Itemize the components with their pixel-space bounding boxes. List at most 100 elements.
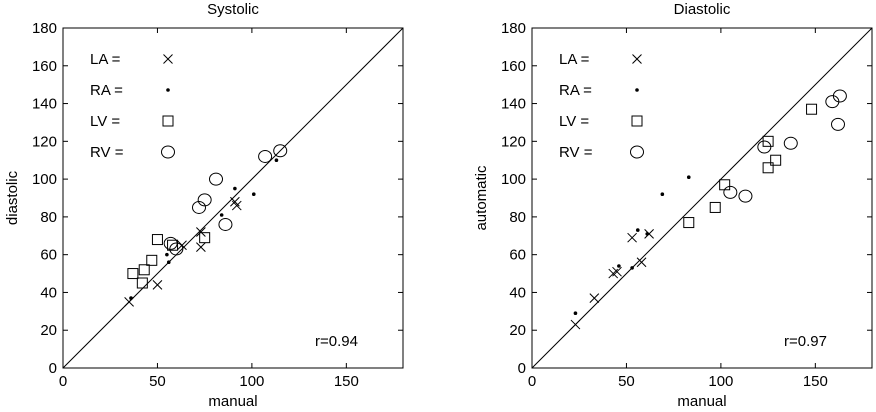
- data-point: [258, 149, 273, 163]
- legend-marker-dot: [166, 88, 170, 92]
- data-point: [644, 229, 654, 239]
- series-circle: [723, 89, 847, 203]
- y-tick-label: 40: [509, 284, 526, 301]
- data-point: [627, 232, 637, 243]
- data-point: [197, 193, 212, 207]
- data-point: [636, 257, 647, 268]
- chart-title: Diastolic: [674, 1, 731, 18]
- correlation-annotation: r=0.97: [784, 333, 827, 350]
- legend: LA = RA = LV = RV =: [559, 51, 644, 161]
- data-point: [233, 186, 237, 191]
- x-axis-label: manual: [677, 393, 726, 410]
- data-point: [136, 277, 148, 289]
- y-tick-label: 100: [32, 171, 57, 188]
- y-tick-label: 160: [32, 58, 57, 75]
- data-point: [127, 268, 139, 280]
- x-tick-label: 150: [334, 373, 359, 390]
- data-point: [218, 217, 233, 231]
- data-point: [612, 266, 622, 277]
- y-axis-label: automatic: [473, 165, 490, 231]
- legend-label: RV =: [559, 144, 593, 161]
- y-tick-label: 20: [509, 322, 526, 339]
- data-point: [251, 192, 256, 197]
- data-point: [129, 296, 133, 300]
- data-point: [165, 252, 169, 257]
- legend-label: LA =: [559, 51, 590, 68]
- legend-marker-dot: [635, 88, 639, 92]
- data-point: [231, 200, 242, 211]
- data-point: [589, 293, 600, 303]
- legend-marker-circle: [630, 145, 644, 159]
- series-x: [570, 229, 654, 330]
- legend-label: LA =: [90, 51, 121, 68]
- series-dot: [573, 175, 691, 316]
- data-point: [723, 185, 738, 199]
- data-point: [274, 158, 279, 163]
- data-point: [831, 117, 845, 131]
- data-point: [219, 213, 224, 217]
- y-tick-label: 80: [509, 209, 526, 226]
- data-point: [806, 103, 818, 115]
- y-tick-label: 140: [501, 96, 526, 113]
- data-point: [719, 179, 731, 191]
- data-point: [138, 264, 150, 276]
- data-point: [660, 192, 665, 197]
- legend-marker-circle: [161, 145, 175, 159]
- data-point: [635, 228, 640, 232]
- data-point: [709, 201, 721, 213]
- data-point: [573, 311, 578, 316]
- legend-label: RV =: [90, 144, 124, 161]
- x-tick-label: 0: [59, 373, 67, 390]
- data-point: [738, 189, 753, 203]
- data-point: [630, 266, 634, 270]
- y-axis-label: diastolic: [4, 170, 21, 225]
- data-point: [196, 227, 206, 237]
- correlation-annotation: r=0.94: [315, 333, 358, 350]
- plot-frame: [62, 27, 404, 369]
- identity-line: [62, 27, 404, 369]
- x-tick-label: 50: [149, 373, 166, 390]
- y-tick-label: 180: [501, 20, 526, 37]
- legend: LA = RA = LV = RV =: [90, 51, 175, 161]
- legend-marker-x: [632, 54, 642, 64]
- data-point: [645, 232, 650, 236]
- x-tick-label: 0: [528, 373, 536, 390]
- y-tick-label: 0: [518, 360, 526, 377]
- x-tick-label: 100: [708, 373, 733, 390]
- data-point: [152, 280, 163, 290]
- data-point: [199, 232, 211, 244]
- y-tick-label: 100: [501, 171, 526, 188]
- data-point: [570, 319, 581, 330]
- y-tick-label: 0: [49, 360, 57, 377]
- x-tick-label: 50: [618, 373, 635, 390]
- data-point: [686, 175, 691, 180]
- data-point: [196, 242, 206, 252]
- chart-diastolic: 0 50 100 150 0 20 40 60 80 100 120 140 160 180 Diastol…: [473, 1, 873, 410]
- y-tick-label: 160: [501, 58, 526, 75]
- data-point: [167, 239, 179, 251]
- series-circle: [163, 144, 288, 256]
- data-point: [770, 154, 782, 166]
- series-x: [124, 196, 242, 307]
- legend-marker-square: [631, 115, 643, 127]
- series-dot: [129, 158, 279, 300]
- data-point: [151, 234, 163, 246]
- data-point: [617, 264, 621, 268]
- y-tick-label: 40: [40, 284, 57, 301]
- legend-label: LV =: [559, 113, 589, 130]
- x-axis-label: manual: [208, 393, 257, 410]
- data-point: [783, 136, 798, 150]
- data-point: [762, 162, 774, 174]
- plot-frame: [531, 27, 873, 369]
- y-tick-label: 180: [32, 20, 57, 37]
- legend-label: LV =: [90, 113, 120, 130]
- data-point: [192, 200, 206, 214]
- chart-title: Systolic: [207, 1, 259, 18]
- data-point: [146, 254, 158, 266]
- legend-label: RA =: [90, 82, 123, 99]
- x-tick-label: 150: [803, 373, 828, 390]
- y-tick-label: 140: [32, 96, 57, 113]
- legend-marker-square: [162, 115, 174, 127]
- legend-label: RA =: [559, 82, 592, 99]
